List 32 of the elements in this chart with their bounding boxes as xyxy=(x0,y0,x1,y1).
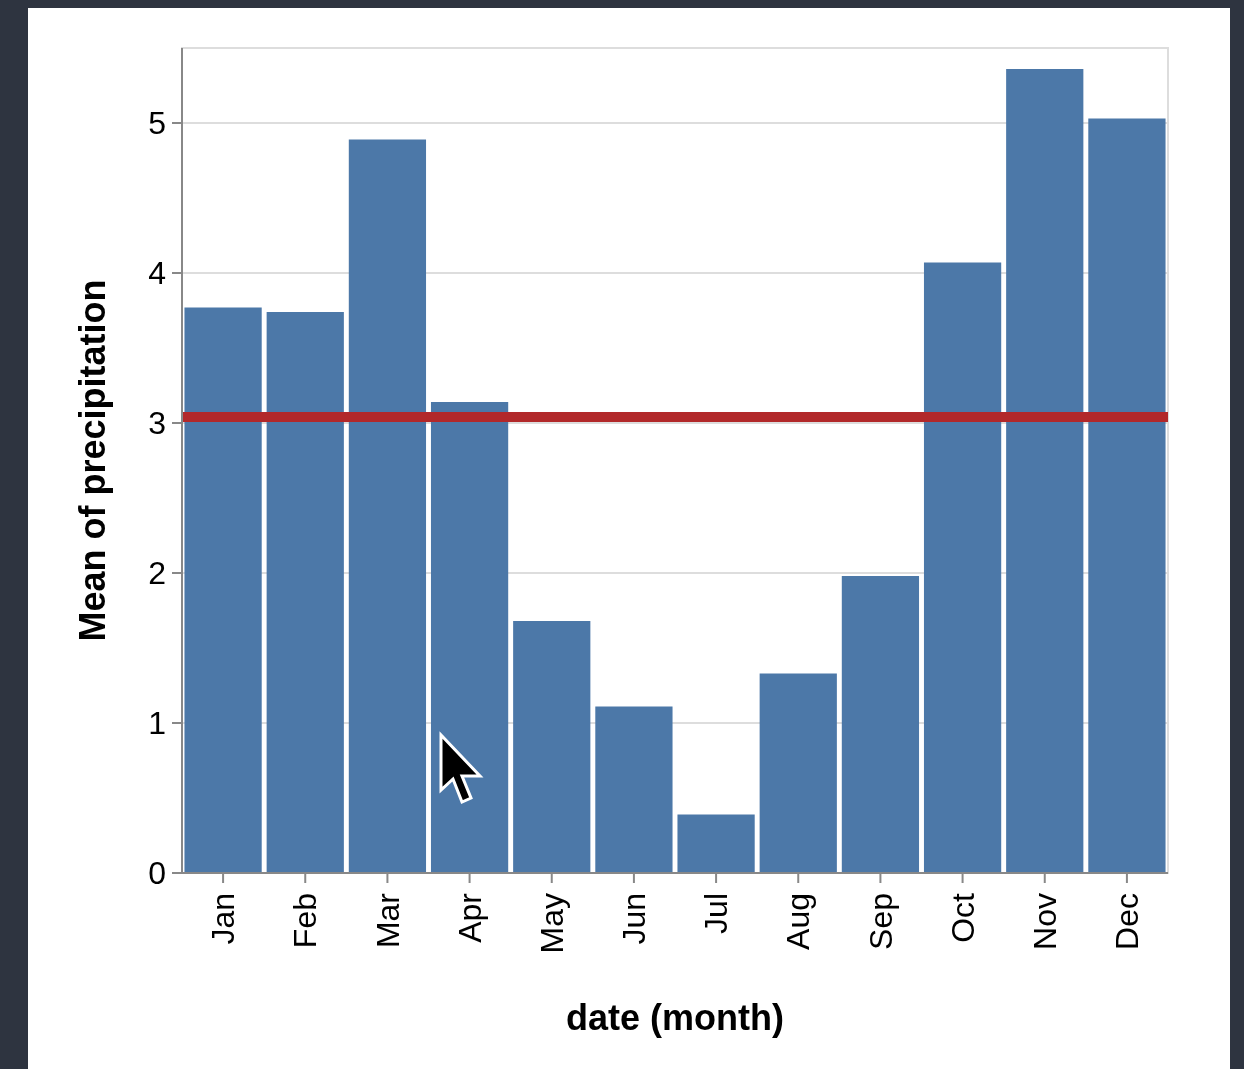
x-tick-label: Sep xyxy=(862,893,899,950)
bar xyxy=(595,706,673,873)
y-tick-label: 0 xyxy=(148,855,166,892)
y-tick-label: 3 xyxy=(148,405,166,442)
y-tick-label: 4 xyxy=(148,255,166,292)
x-tick-label: Dec xyxy=(1109,893,1146,950)
x-tick-label: Feb xyxy=(287,893,324,949)
x-tick-label: Oct xyxy=(944,892,981,943)
x-tick-label: Mar xyxy=(369,892,406,949)
bar xyxy=(841,576,920,873)
x-axis-title: date (month) xyxy=(566,997,784,1038)
bar xyxy=(1088,118,1166,873)
y-tick-label: 5 xyxy=(148,105,166,142)
bar xyxy=(513,621,591,873)
x-tick-label: Nov xyxy=(1026,893,1063,950)
x-tick-label: Aug xyxy=(780,893,817,950)
bar xyxy=(1006,69,1084,873)
bar xyxy=(759,673,837,873)
bar xyxy=(266,312,344,873)
bar xyxy=(430,402,509,873)
bar xyxy=(184,307,262,873)
x-tick-label: May xyxy=(533,893,570,954)
y-axis-title: Mean of precipitation xyxy=(72,279,113,642)
x-tick-label: Jun xyxy=(616,893,653,945)
bar xyxy=(923,262,1002,873)
y-tick-label: 1 xyxy=(148,705,166,742)
x-tick-label: Apr xyxy=(451,892,488,943)
bar xyxy=(348,139,427,873)
y-tick-label: 2 xyxy=(148,555,166,592)
bar xyxy=(677,814,755,873)
x-tick-label: Jan xyxy=(205,893,242,945)
x-tick-label: Jul xyxy=(698,893,735,934)
